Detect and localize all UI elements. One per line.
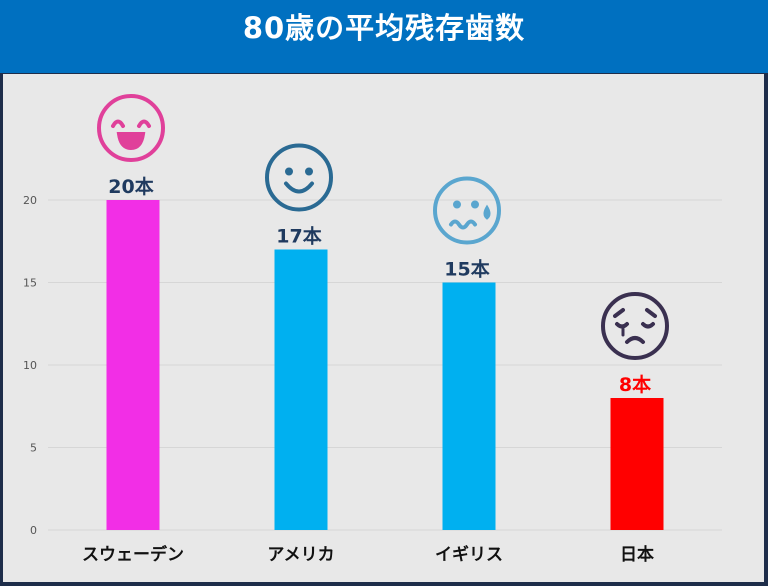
smile-face-icon <box>265 143 333 212</box>
title-bar: 80歳の平均残存歯数 <box>0 0 768 73</box>
bar <box>106 200 160 530</box>
sad-tear-face-icon <box>601 292 669 360</box>
category-label: イギリス <box>435 545 503 565</box>
eyebrows <box>613 308 657 318</box>
face-outline <box>265 143 333 212</box>
eye <box>305 167 313 176</box>
data-label: 20本 <box>108 175 153 198</box>
y-tick-label: 15 <box>23 277 37 290</box>
eye <box>453 200 461 209</box>
mouth <box>625 336 645 344</box>
y-tick-label: 10 <box>23 359 37 372</box>
eyes <box>615 322 655 329</box>
sweat-drop <box>483 204 491 220</box>
eye <box>471 200 479 209</box>
category-label: スウェーデン <box>82 544 184 565</box>
mouth <box>284 181 314 194</box>
bar <box>274 249 328 530</box>
eye <box>285 167 293 176</box>
y-tick-label: 5 <box>30 442 37 455</box>
category-label: 日本 <box>620 544 654 565</box>
y-tick-label: 0 <box>30 524 37 537</box>
data-label: 15本 <box>444 258 489 281</box>
face-outline <box>97 94 165 162</box>
y-tick-label: 20 <box>23 194 37 207</box>
mouth <box>116 132 146 151</box>
chart-title: 80歳の平均残存歯数 <box>242 10 526 45</box>
category-label: アメリカ <box>267 545 334 565</box>
big-smile-face-icon <box>97 94 165 162</box>
data-label: 8本 <box>619 373 651 396</box>
face-outline <box>433 176 501 245</box>
worried-sweat-face-icon <box>433 176 501 245</box>
bar <box>610 398 664 530</box>
data-label: 17本 <box>276 225 321 248</box>
eyes <box>111 119 151 128</box>
face-outline <box>601 292 669 360</box>
mouth <box>449 219 477 230</box>
bar <box>442 282 496 530</box>
